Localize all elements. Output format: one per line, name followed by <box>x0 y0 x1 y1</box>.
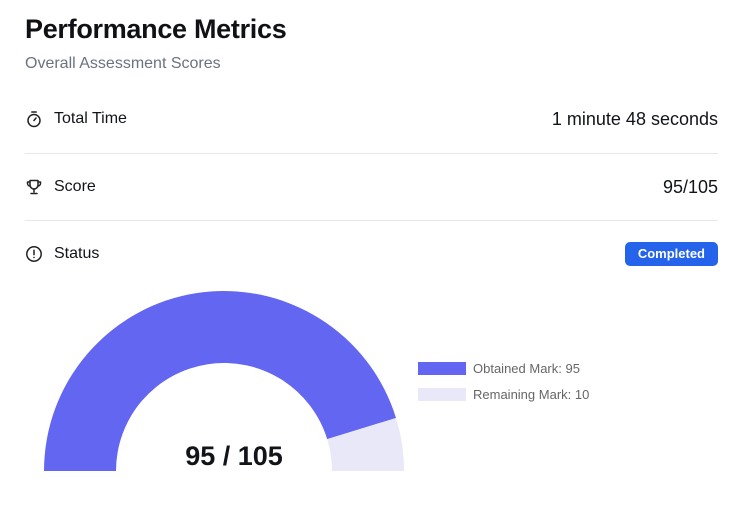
divider <box>25 153 718 154</box>
gauge-slice-1 <box>327 417 404 471</box>
gauge-center-label: 95 / 105 <box>185 441 283 471</box>
page-title: Performance Metrics <box>25 14 287 44</box>
legend-swatch-0 <box>418 362 466 375</box>
alert-circle-icon <box>25 245 43 263</box>
legend-label-0: Obtained Mark: 95 <box>473 361 580 376</box>
legend-swatch-1 <box>418 388 466 401</box>
metric-left: Total Time <box>25 110 127 128</box>
metric-row-status: Status Completed <box>25 234 718 274</box>
stopwatch-icon <box>25 110 43 128</box>
status-label: Status <box>54 245 100 262</box>
total-time-value: 1 minute 48 seconds <box>551 108 718 129</box>
metric-row-total-time: Total Time 1 minute 48 seconds <box>25 99 718 139</box>
gauge-legend: Obtained Mark: 95 Remaining Mark: 10 <box>418 361 589 402</box>
score-gauge-chart: 95 / 105 Obtained Mark: 95 Remaining Mark… <box>44 290 589 471</box>
page-subtitle: Overall Assessment Scores <box>25 55 221 72</box>
trophy-icon <box>25 178 43 196</box>
gauge-slices <box>44 290 404 471</box>
total-time-label: Total Time <box>54 110 127 127</box>
metric-left: Score <box>25 178 96 196</box>
status-badge: Completed <box>624 242 718 266</box>
gauge-slice-0 <box>44 290 397 471</box>
score-label: Score <box>54 178 96 195</box>
divider <box>25 220 718 221</box>
metric-left: Status <box>25 245 99 263</box>
legend-label-1: Remaining Mark: 10 <box>473 387 589 402</box>
metric-row-score: Score 95/105 <box>25 167 718 207</box>
score-value: 95/105 <box>662 176 718 197</box>
